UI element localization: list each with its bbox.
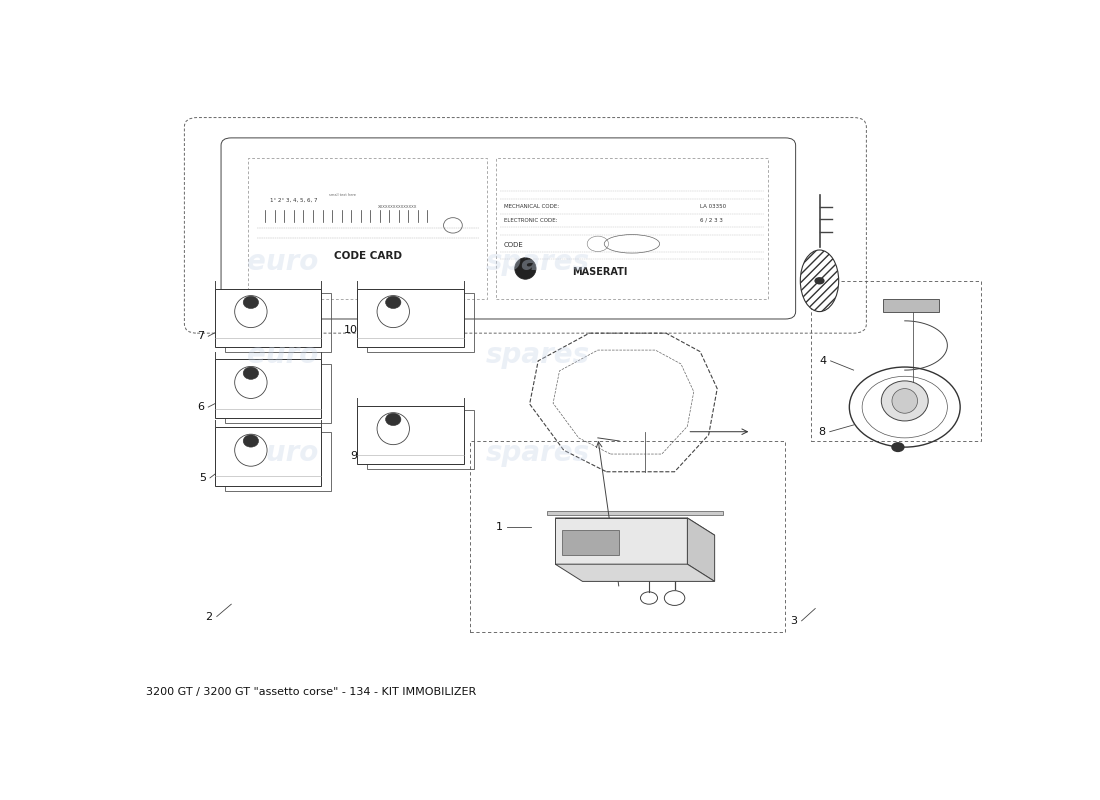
Polygon shape [688, 518, 715, 582]
Text: 6 / 2 3 3: 6 / 2 3 3 [700, 218, 723, 223]
Text: euro: euro [246, 341, 318, 369]
Text: 1° 2° 3, 4, 5, 6, 7: 1° 2° 3, 4, 5, 6, 7 [270, 198, 317, 203]
Text: 8: 8 [818, 426, 825, 437]
Ellipse shape [881, 381, 928, 421]
Text: MECHANICAL CODE:: MECHANICAL CODE: [504, 204, 559, 210]
Ellipse shape [892, 389, 917, 414]
Ellipse shape [234, 366, 267, 398]
Text: 10: 10 [343, 325, 358, 335]
FancyBboxPatch shape [185, 118, 867, 333]
Ellipse shape [801, 250, 838, 312]
Text: LA 03350: LA 03350 [700, 204, 726, 210]
Ellipse shape [386, 414, 400, 426]
Text: 4: 4 [820, 356, 826, 366]
Polygon shape [562, 530, 619, 555]
Text: 3200 GT / 3200 GT "assetto corse" - 134 - KIT IMMOBILIZER: 3200 GT / 3200 GT "assetto corse" - 134 … [146, 687, 476, 698]
Ellipse shape [386, 296, 400, 309]
Ellipse shape [243, 367, 258, 379]
Polygon shape [358, 289, 463, 347]
Text: XXXXXXXXXXXXXXX: XXXXXXXXXXXXXXX [377, 205, 417, 209]
Text: spares: spares [486, 341, 591, 369]
Text: MASERATI: MASERATI [572, 266, 628, 277]
Circle shape [892, 443, 904, 451]
Text: 3: 3 [790, 616, 798, 626]
Ellipse shape [377, 295, 409, 328]
Text: 6: 6 [197, 402, 204, 412]
Ellipse shape [515, 258, 536, 279]
Polygon shape [358, 406, 463, 464]
Polygon shape [556, 518, 715, 535]
Polygon shape [556, 564, 715, 582]
Text: euro: euro [246, 439, 318, 467]
Text: 2: 2 [206, 611, 212, 622]
Ellipse shape [243, 434, 258, 447]
Polygon shape [214, 289, 321, 347]
Ellipse shape [377, 413, 409, 445]
FancyBboxPatch shape [221, 138, 795, 319]
Ellipse shape [234, 295, 267, 328]
Ellipse shape [234, 434, 267, 466]
Text: euro: euro [246, 248, 318, 276]
Ellipse shape [243, 296, 258, 309]
Polygon shape [214, 427, 321, 486]
Text: 1: 1 [495, 522, 503, 532]
Text: spares: spares [486, 439, 591, 467]
Text: 9: 9 [350, 451, 358, 462]
Text: CODE: CODE [504, 242, 524, 248]
Text: 5: 5 [199, 473, 206, 483]
Polygon shape [883, 299, 939, 311]
Text: 7: 7 [197, 331, 204, 342]
Text: small text here: small text here [329, 193, 355, 197]
Text: ELECTRONIC CODE:: ELECTRONIC CODE: [504, 218, 558, 223]
Text: CODE CARD: CODE CARD [333, 251, 402, 261]
Polygon shape [547, 510, 723, 515]
Polygon shape [214, 359, 321, 418]
Text: spares: spares [486, 248, 591, 276]
Circle shape [814, 277, 825, 285]
Polygon shape [556, 518, 688, 564]
